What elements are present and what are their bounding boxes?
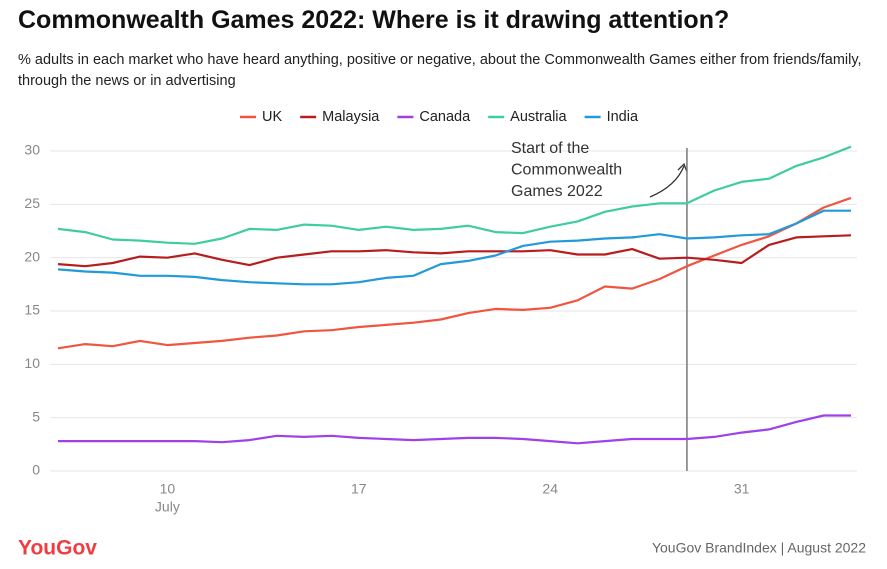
y-tick-label: 20 xyxy=(24,248,40,264)
y-tick-label: 5 xyxy=(32,408,40,424)
series-line xyxy=(57,234,852,268)
legend: UK Malaysia Canada Australia India xyxy=(240,109,639,125)
x-month-label: July xyxy=(155,499,180,515)
y-tick-label: 15 xyxy=(24,302,40,318)
source: YouGov BrandIndex | August 2022 xyxy=(652,540,866,556)
legend-label: Canada xyxy=(419,109,471,125)
legend-label: UK xyxy=(262,109,282,125)
annotation-text: Commonwealth xyxy=(511,162,622,179)
y-tick-label: 25 xyxy=(24,195,40,211)
annotation-arrowhead xyxy=(677,162,688,173)
series-line xyxy=(57,145,852,245)
chart-subtitle: % adults in each market who have heard a… xyxy=(18,52,862,89)
x-tick-label: 10 xyxy=(160,481,176,497)
annotation-text: Start of the xyxy=(511,140,589,157)
y-tick-label: 30 xyxy=(24,142,40,158)
series-line xyxy=(57,209,851,286)
series-line xyxy=(58,414,851,445)
x-tick-label: 17 xyxy=(351,481,367,497)
x-tick-label: 24 xyxy=(542,481,558,497)
annotation-arrow xyxy=(649,165,685,198)
logo: YouGov xyxy=(18,537,97,560)
legend-label: India xyxy=(607,109,639,125)
annotation-text: Games 2022 xyxy=(511,183,603,200)
series-line xyxy=(57,196,852,350)
y-tick-label: 10 xyxy=(24,355,40,371)
legend-label: Malaysia xyxy=(322,109,380,125)
y-tick-label: 0 xyxy=(32,462,40,478)
legend-label: Australia xyxy=(510,109,567,125)
x-tick-label: 31 xyxy=(734,481,750,497)
chart-title: Commonwealth Games 2022: Where is it dra… xyxy=(18,6,730,34)
